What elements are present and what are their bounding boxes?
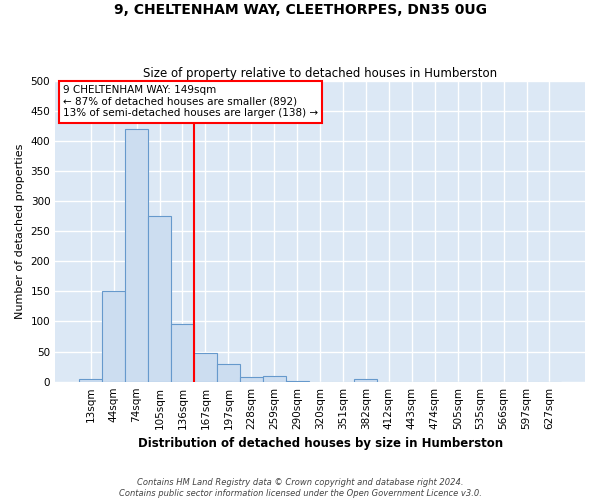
Bar [194,353,217,382]
Text: 9 CHELTENHAM WAY: 149sqm
← 87% of detached houses are smaller (892)
13% of semi-: 9 CHELTENHAM WAY: 149sqm ← 87% of detach… [63,85,318,118]
Bar [125,129,148,382]
Text: Contains HM Land Registry data © Crown copyright and database right 2024.
Contai: Contains HM Land Registry data © Crown c… [119,478,481,498]
Bar [240,377,263,382]
Title: Size of property relative to detached houses in Humberston: Size of property relative to detached ho… [143,66,497,80]
Bar [148,216,171,382]
Bar [286,381,308,382]
Bar [217,364,240,382]
Bar [79,378,102,382]
X-axis label: Distribution of detached houses by size in Humberston: Distribution of detached houses by size … [137,437,503,450]
Bar [263,376,286,382]
Bar [355,378,377,382]
Bar [102,292,125,382]
Text: 9, CHELTENHAM WAY, CLEETHORPES, DN35 0UG: 9, CHELTENHAM WAY, CLEETHORPES, DN35 0UG [113,2,487,16]
Bar [171,324,194,382]
Y-axis label: Number of detached properties: Number of detached properties [15,144,25,319]
